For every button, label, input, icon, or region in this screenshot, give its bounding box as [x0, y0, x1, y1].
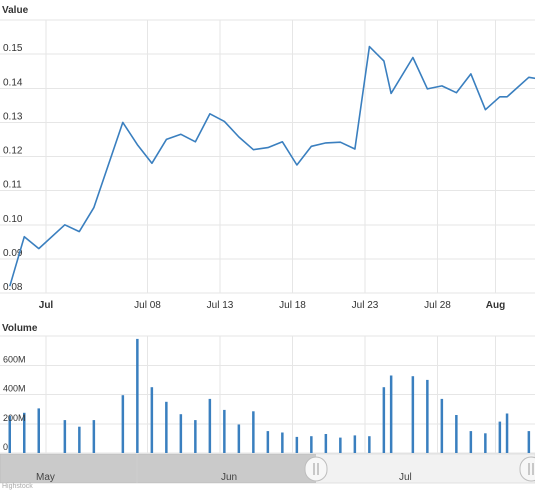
navigator-label-may: May — [36, 472, 55, 483]
volume-bar — [310, 436, 313, 453]
navigator-outside-left — [0, 454, 316, 483]
volume-bar — [295, 436, 299, 453]
price-x-tick-label: Jul 18 — [279, 300, 306, 311]
navigator-handle-right[interactable] — [519, 456, 535, 482]
volume-grid — [0, 335, 535, 454]
price-y-tick-label: 0.11 — [3, 180, 22, 191]
navigator[interactable]: May Jun Jul — [0, 453, 535, 484]
volume-bar — [179, 414, 183, 453]
volume-bar — [150, 387, 154, 453]
price-y-tick-label: 0.10 — [3, 214, 23, 225]
price-y-tick-label: 0.14 — [3, 77, 23, 88]
volume-bar — [237, 424, 241, 453]
price-y-tick-label: 0.08 — [3, 282, 23, 293]
volume-bar — [411, 376, 415, 453]
volume-y-tick-label: 400M — [3, 384, 26, 394]
chart-credit[interactable]: Highstock — [2, 483, 33, 490]
volume-bar — [37, 408, 40, 453]
volume-bar — [368, 436, 371, 453]
price-y-axis: 0.08 0.09 0.10 0.11 0.12 0.13 0.14 0.15 — [3, 43, 23, 293]
volume-bar — [382, 387, 386, 453]
price-x-tick-label: Jul 13 — [207, 300, 234, 311]
volume-bar — [78, 426, 81, 453]
navigator-label-jun: Jun — [221, 472, 237, 483]
navigator-selected-range[interactable] — [316, 454, 530, 483]
price-panel-title: Value — [2, 5, 29, 16]
volume-bar — [208, 398, 212, 453]
volume-bar — [281, 432, 284, 453]
volume-bar — [165, 401, 168, 453]
volume-bar — [440, 398, 444, 453]
volume-y-tick-label: 200M — [3, 413, 26, 423]
price-x-tick-label: Jul — [39, 300, 54, 311]
price-line — [9, 45, 535, 287]
price-x-tick-label: Jul 23 — [352, 300, 379, 311]
volume-bar — [121, 395, 125, 453]
volume-bar — [266, 431, 270, 453]
price-y-tick-label: 0.13 — [3, 111, 23, 122]
volume-bar — [469, 431, 473, 453]
price-y-tick-label: 0.09 — [3, 248, 23, 259]
volume-bar — [324, 434, 328, 453]
volume-bar — [353, 435, 357, 453]
volume-bar — [252, 411, 255, 453]
volume-bar — [484, 433, 487, 453]
volume-bar — [136, 338, 139, 453]
volume-bar — [498, 421, 502, 453]
volume-bars — [8, 338, 531, 453]
navigator-label-jul: Jul — [399, 472, 412, 483]
price-x-tick-label: Jul 08 — [134, 300, 161, 311]
volume-y-tick-label: 600M — [3, 354, 26, 364]
volume-panel-title: Volume — [2, 323, 38, 334]
navigator-track — [0, 453, 535, 484]
volume-bar — [92, 420, 96, 453]
volume-bar — [527, 431, 531, 453]
volume-bar — [426, 379, 429, 453]
volume-bar — [339, 437, 342, 453]
price-y-tick-label: 0.12 — [3, 146, 23, 157]
volume-bar — [455, 415, 458, 453]
price-x-tick-label: Aug — [486, 300, 505, 311]
volume-bar — [505, 413, 509, 453]
price-y-tick-label: 0.15 — [3, 43, 23, 54]
volume-bar — [23, 412, 26, 453]
price-x-tick-label: Jul 28 — [424, 300, 451, 311]
volume-bar — [63, 420, 67, 453]
price-grid — [0, 19, 535, 294]
volume-bar — [194, 420, 197, 453]
volume-bar — [389, 375, 393, 453]
volume-y-tick-label: 0 — [3, 442, 8, 452]
volume-bar — [8, 415, 11, 453]
volume-bar — [223, 409, 226, 453]
volume-y-axis: 0 200M 400M 600M — [3, 354, 26, 452]
navigator-handle-left[interactable] — [304, 456, 328, 482]
